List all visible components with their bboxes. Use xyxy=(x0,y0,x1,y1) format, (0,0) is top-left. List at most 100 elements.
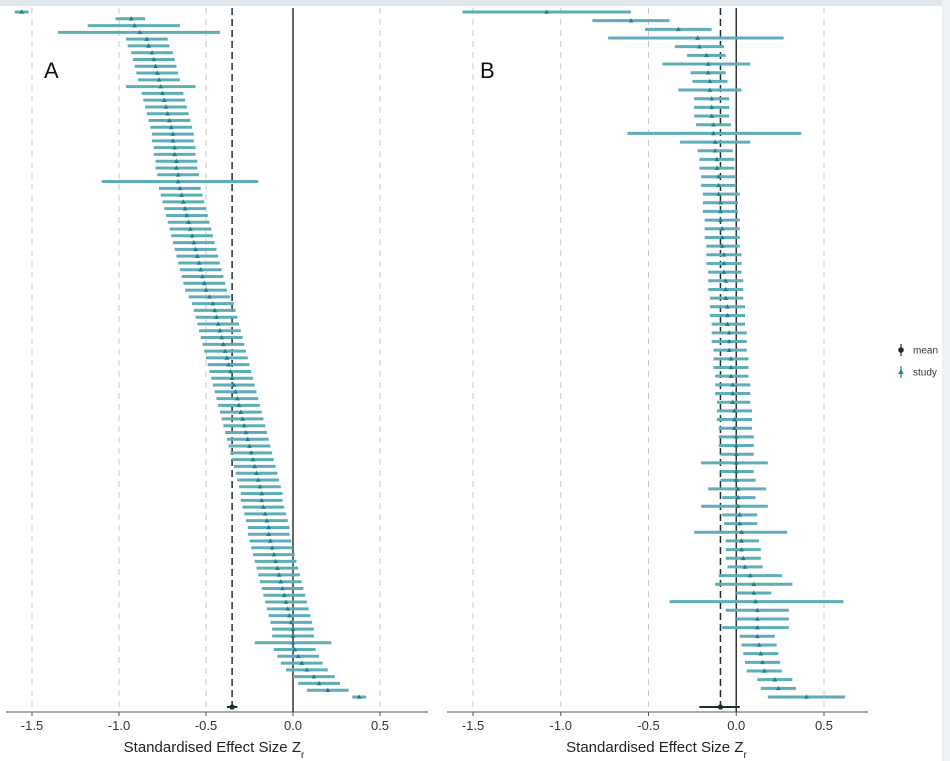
study-point xyxy=(756,642,762,647)
study-point xyxy=(721,260,727,266)
study-point xyxy=(721,269,727,274)
study-point xyxy=(257,484,263,489)
study-point xyxy=(719,226,725,231)
study-point xyxy=(804,694,809,699)
study-point xyxy=(732,425,737,431)
study-point xyxy=(174,158,179,164)
x-tick-label: -0.5 xyxy=(195,718,217,733)
study-point xyxy=(196,260,202,265)
study-point xyxy=(175,172,181,177)
study-point xyxy=(733,434,739,439)
study-point xyxy=(255,477,261,482)
study-point xyxy=(273,558,278,564)
study-point xyxy=(198,267,204,272)
study-point xyxy=(132,22,138,28)
study-point xyxy=(723,295,729,300)
study-point xyxy=(153,63,158,69)
study-point xyxy=(739,538,744,543)
study-point xyxy=(753,599,758,604)
study-point xyxy=(261,504,266,509)
study-point xyxy=(737,512,743,517)
study-point xyxy=(299,660,305,665)
study-point xyxy=(735,503,741,509)
x-tick-label: -1.0 xyxy=(550,718,572,733)
study-point xyxy=(262,511,268,516)
study-point xyxy=(214,314,219,319)
study-point xyxy=(754,625,760,630)
study-point xyxy=(274,565,280,570)
study-point xyxy=(266,524,272,530)
study-point xyxy=(725,304,730,309)
study-point xyxy=(250,457,256,462)
study-point xyxy=(628,18,634,23)
study-point xyxy=(730,399,736,404)
study-point xyxy=(154,70,160,75)
study-point xyxy=(217,328,223,333)
study-point xyxy=(733,451,739,457)
study-point xyxy=(234,395,240,401)
study-point xyxy=(146,43,151,48)
study-point xyxy=(754,607,760,613)
study-point xyxy=(182,206,188,211)
study-point xyxy=(245,436,251,442)
study-point xyxy=(726,347,732,352)
study-point xyxy=(695,35,701,40)
study-point xyxy=(259,497,265,503)
study-point xyxy=(728,373,734,378)
study-point xyxy=(283,599,289,604)
study-point xyxy=(737,520,743,526)
legend: mean study xyxy=(898,344,938,379)
study-point xyxy=(721,252,727,257)
study-point xyxy=(229,375,235,381)
study-point xyxy=(728,364,734,370)
study-point xyxy=(259,490,265,496)
x-tick-label: 0.5 xyxy=(371,718,389,733)
study-point xyxy=(276,572,282,577)
study-point xyxy=(252,463,258,469)
legend-label-study: study xyxy=(913,368,937,379)
study-point xyxy=(732,408,737,413)
study-point xyxy=(709,113,715,118)
x-tick-label: -1.0 xyxy=(108,718,130,733)
study-point xyxy=(712,139,718,144)
study-point xyxy=(735,486,741,491)
study-point xyxy=(137,29,143,35)
study-point xyxy=(201,280,207,286)
study-point xyxy=(726,330,732,335)
study-point xyxy=(267,538,273,543)
study-point xyxy=(212,307,218,313)
study-point xyxy=(287,613,292,618)
study-point xyxy=(707,78,713,84)
study-point xyxy=(187,226,193,231)
study-point xyxy=(19,9,24,14)
study-point xyxy=(236,402,242,408)
study-point xyxy=(733,442,739,448)
window-top-band xyxy=(0,0,950,6)
study-point xyxy=(754,633,760,639)
x-tick-label: 0.5 xyxy=(815,718,833,733)
study-point xyxy=(180,199,186,204)
study-point xyxy=(151,56,157,62)
x-tick-label: -1.5 xyxy=(21,718,43,733)
study-point xyxy=(170,131,176,136)
mean-point xyxy=(717,704,724,710)
study-point xyxy=(733,477,739,483)
study-point xyxy=(732,416,737,422)
x-axis-title: Standardised Effect Size Zr xyxy=(124,739,305,761)
study-point xyxy=(194,253,200,258)
study-point xyxy=(704,52,709,58)
x-tick-label: 0.0 xyxy=(284,718,302,733)
study-point xyxy=(160,90,165,96)
study-point xyxy=(269,545,275,550)
study-point xyxy=(238,409,244,414)
study-point xyxy=(751,581,757,587)
study-point xyxy=(718,200,723,205)
study-point xyxy=(285,606,291,611)
study-point xyxy=(718,217,723,222)
study-point xyxy=(247,443,252,448)
study-point xyxy=(264,518,270,523)
study-point xyxy=(231,382,237,387)
panel-label: A xyxy=(44,58,59,83)
study-point xyxy=(707,87,713,92)
